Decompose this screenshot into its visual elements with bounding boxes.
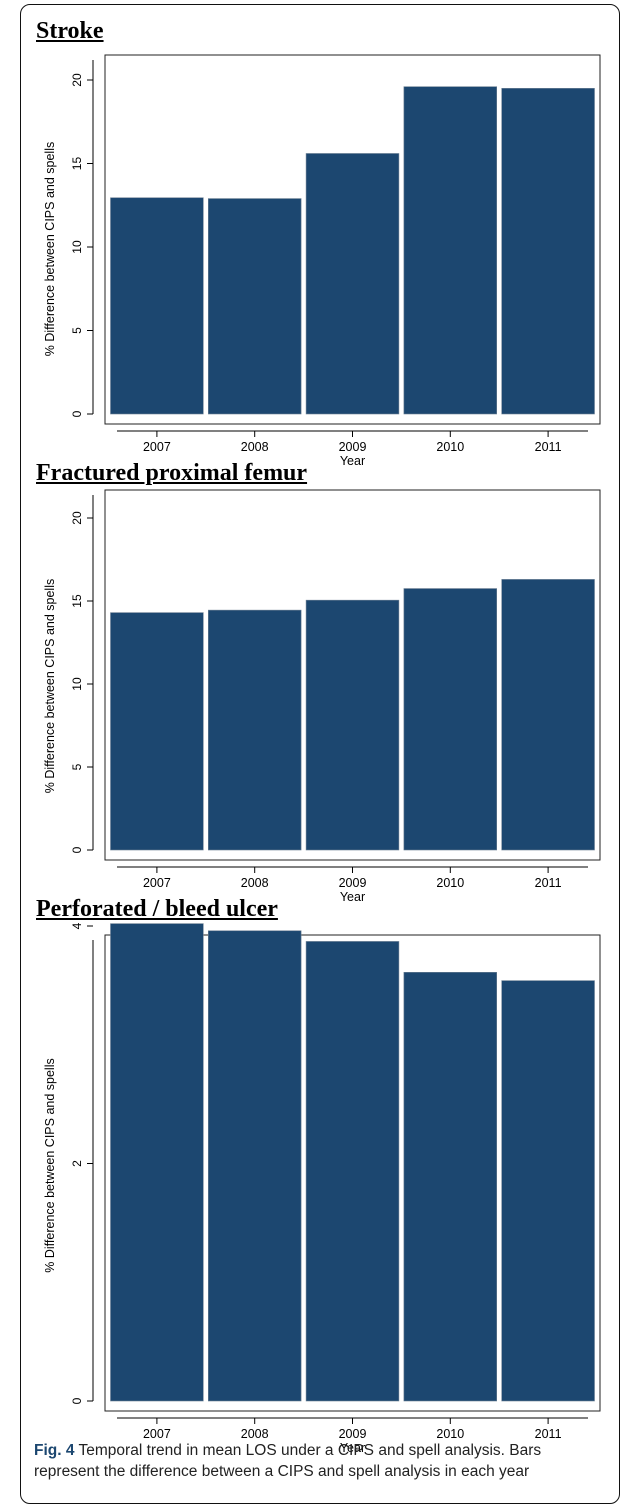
bar (110, 612, 204, 851)
y-tick-label: 15 (70, 594, 84, 608)
x-tick-label: 2010 (436, 440, 464, 454)
plot-area (104, 54, 601, 425)
y-tick-label: 15 (70, 157, 84, 171)
x-tick-label: 2007 (143, 440, 171, 454)
perforated-ulcer-bar-chart: 0 2 4 % Difference between CIPS and spells 2… (43, 922, 601, 1455)
x-tick-label: 2009 (339, 1427, 367, 1441)
y-axis-label: % Difference between CIPS and spells (43, 579, 57, 793)
x-axis-label: Year (340, 890, 365, 904)
y-tick-label: 4 (70, 922, 84, 929)
x-tick-label: 2009 (339, 876, 367, 890)
y-axis-label: % Difference between CIPS and spells (43, 142, 57, 356)
x-tick-label: 2011 (535, 876, 562, 890)
x-tick-label: 2011 (535, 440, 562, 454)
bar (501, 88, 595, 415)
panel-title-stroke: Stroke (36, 18, 104, 44)
x-tick-label: 2007 (143, 876, 171, 890)
x-axis-label: Year (340, 1441, 365, 1455)
y-tick-label: 5 (70, 763, 84, 770)
y-tick-label: 0 (70, 846, 84, 853)
bar (305, 599, 400, 851)
plot-area (104, 489, 601, 861)
fractured-femur-bar-chart: 0 5 10 15 20 % Difference between CIPS and sp… (43, 489, 601, 904)
plot-area (104, 934, 601, 1412)
bar (208, 198, 302, 415)
y-tick-label: 2 (70, 1160, 84, 1167)
bar (110, 197, 204, 415)
caption-text: Temporal trend in mean LOS under a CIPS … (34, 1442, 542, 1480)
panel-title-perforated-ulcer: Perforated / bleed ulcer (36, 896, 278, 922)
stroke-bar-chart: 0 5 10 15 20 % Difference between CIPS and sp… (43, 54, 601, 468)
x-tick-label: 2008 (241, 876, 269, 890)
panel-title-fractured-femur: Fractured proximal femur (36, 460, 308, 486)
x-tick-label: 2011 (535, 1427, 562, 1441)
y-tick-label: 10 (70, 240, 84, 254)
y-tick-label: 0 (70, 1397, 84, 1404)
bar (403, 588, 497, 851)
figure-caption: Fig. 4 Temporal trend in mean LOS under … (34, 1440, 608, 1482)
y-tick-label: 20 (70, 511, 84, 525)
bar (501, 579, 595, 851)
x-axis-label: Year (340, 454, 365, 468)
bar (501, 980, 595, 1402)
y-tick-label: 20 (70, 73, 84, 87)
bar (110, 923, 204, 1402)
x-tick-label: 2007 (143, 1427, 171, 1441)
y-tick-label: 5 (70, 327, 84, 334)
y-tick-label: 0 (70, 410, 84, 417)
bar (305, 153, 400, 415)
bar (208, 930, 302, 1402)
bar (403, 86, 497, 415)
bar (305, 941, 400, 1402)
bar (208, 609, 302, 851)
x-tick-label: 2010 (436, 876, 464, 890)
bar (403, 972, 497, 1402)
x-tick-label: 2008 (241, 1427, 269, 1441)
x-tick-label: 2010 (436, 1427, 464, 1441)
x-tick-label: 2009 (339, 440, 367, 454)
y-tick-label: 10 (70, 677, 84, 691)
figure-label: Fig. 4 (34, 1442, 75, 1459)
y-axis-label: % Difference between CIPS and spells (43, 1058, 57, 1272)
x-tick-label: 2008 (241, 440, 269, 454)
